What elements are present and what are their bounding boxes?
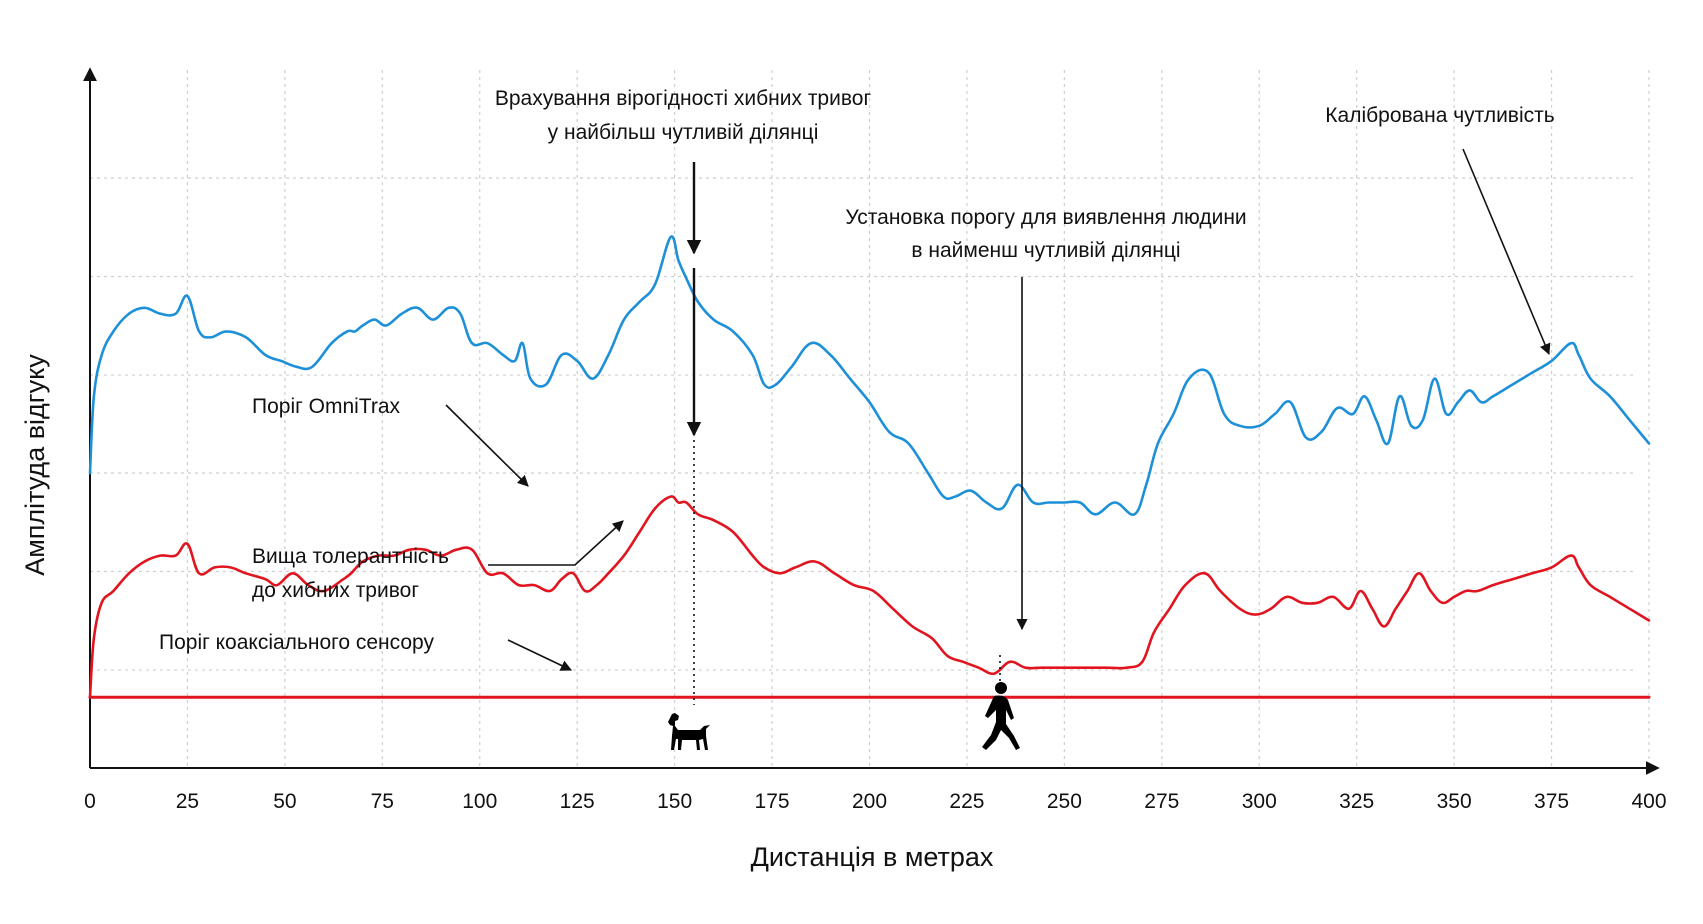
x-tick-label: 25 — [176, 790, 199, 813]
annotation-omnitrax-line-1: Поріг OmniTrax — [252, 395, 401, 418]
x-tick-label: 0 — [84, 790, 96, 813]
x-tick-label: 375 — [1534, 790, 1569, 813]
annotation-false-alarm-line-1: Врахування вірогідності хибних тривог — [495, 87, 872, 110]
annotation-tolerance-line-2: до хибних тривог — [252, 579, 419, 602]
annotation-false-alarm: Врахування вірогідності хибних тривог у … — [495, 87, 872, 144]
annotation-arrows — [445, 148, 1551, 705]
grid — [90, 70, 1650, 768]
dog-silhouette-icon — [668, 713, 710, 750]
x-tick-label: 225 — [949, 790, 984, 813]
x-tick-label: 200 — [852, 790, 887, 813]
x-tick-label: 100 — [462, 790, 497, 813]
walking-person-silhouette-icon — [982, 682, 1020, 750]
series-layer — [88, 235, 1651, 699]
x-tick-label: 325 — [1339, 790, 1374, 813]
x-axis-title: Дистанція в метрах — [751, 842, 994, 872]
annotation-false-alarm-line-2: у найбільш чутливій ділянці — [548, 121, 819, 144]
x-tick-labels: 0 25 50 75 100 125 150 175 200 225 250 275 300 325 350… — [84, 790, 1666, 813]
x-tick-label: 150 — [657, 790, 692, 813]
omnitrax-arrow — [445, 404, 529, 487]
annotation-human-line-1: Установка порогу для виявлення людини — [845, 206, 1246, 229]
coaxial-arrow — [507, 639, 573, 671]
annotation-tolerance-line-1: Вища толерантність — [252, 545, 449, 568]
calibrated-arrow — [1462, 148, 1551, 356]
axes — [83, 67, 1660, 775]
x-tick-label: 250 — [1047, 790, 1082, 813]
calibrated-sensitivity-line — [88, 235, 1651, 516]
x-tick-label: 400 — [1631, 790, 1666, 813]
x-tick-label: 300 — [1242, 790, 1277, 813]
annotation-human-threshold: Установка порогу для виявлення людини в … — [845, 206, 1246, 262]
omnitrax-threshold-line — [88, 495, 1651, 699]
annotation-human-line-2: в найменш чутливій ділянці — [911, 239, 1180, 262]
annotation-omnitrax-threshold: Поріг OmniTrax — [252, 395, 401, 418]
x-tick-label: 175 — [755, 790, 790, 813]
annotation-coaxial-line-1: Поріг коаксіального сенсору — [159, 631, 434, 654]
x-tick-label: 75 — [371, 790, 394, 813]
annotation-higher-tolerance: Вища толерантність до хибних тривог — [252, 545, 449, 602]
y-axis-title: Амплітуда відгуку — [20, 354, 50, 576]
x-tick-label: 350 — [1437, 790, 1472, 813]
annotation-coaxial-threshold: Поріг коаксіального сенсору — [159, 631, 434, 654]
x-tick-label: 50 — [273, 790, 296, 813]
x-tick-label: 125 — [560, 790, 595, 813]
tolerance-arrow — [488, 520, 624, 566]
annotation-calibrated-sensitivity: Калібрована чутливість — [1325, 104, 1554, 127]
annotation-calibrated-line-1: Калібрована чутливість — [1325, 104, 1554, 127]
x-tick-label: 275 — [1144, 790, 1179, 813]
